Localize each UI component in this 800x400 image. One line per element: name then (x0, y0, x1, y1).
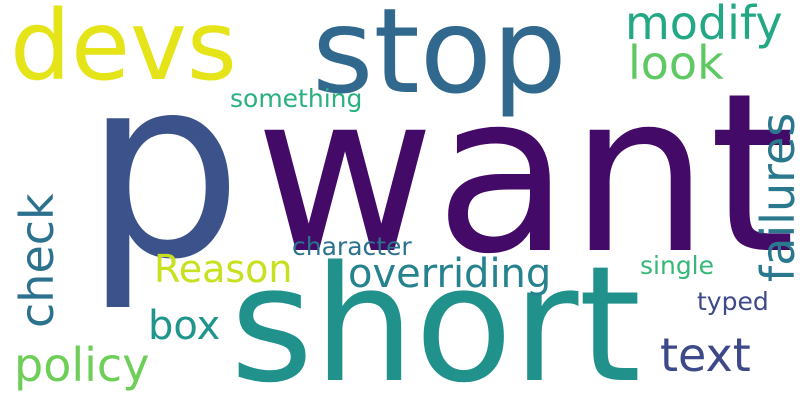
word-text: text (660, 328, 751, 382)
word-something: something (230, 84, 363, 113)
word-want: want (255, 46, 796, 302)
word-box: box (148, 303, 221, 349)
word-p: p (84, 23, 243, 314)
word-look: look (628, 36, 724, 90)
word-check: check (10, 193, 64, 328)
word-short: short (230, 231, 642, 400)
word-failures: failures (751, 112, 800, 282)
word-stop: stop (312, 0, 567, 120)
word-overriding: overriding (348, 251, 552, 297)
word-policy: policy (14, 338, 150, 392)
word-modify: modify (625, 0, 783, 50)
word-single: single (640, 251, 715, 280)
word-devs: devs (10, 0, 237, 102)
word-character: character (292, 232, 412, 261)
word-typed: typed (697, 287, 769, 316)
word-reason: Reason (154, 247, 293, 291)
